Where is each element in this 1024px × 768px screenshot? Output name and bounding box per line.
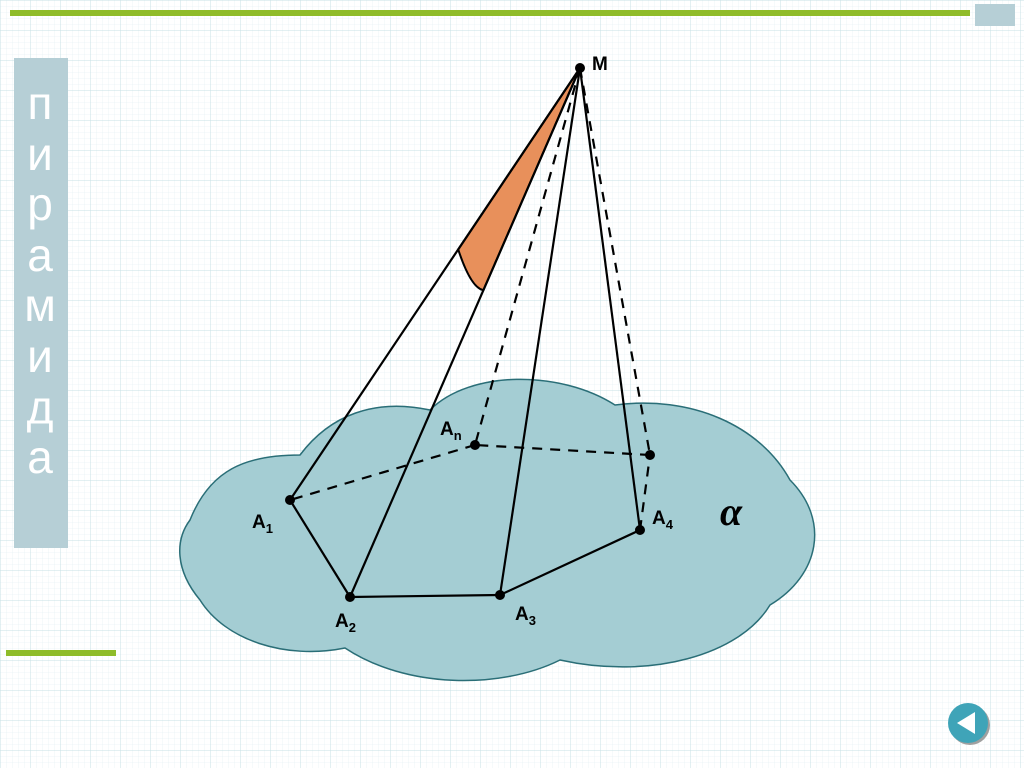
vertex-dot [285, 495, 295, 505]
nav-back-button[interactable] [945, 700, 991, 746]
apex-face-highlight [458, 68, 580, 290]
vertex-label: M [592, 54, 608, 75]
vertex-dot [470, 440, 480, 450]
vertex-dot [635, 525, 645, 535]
vertex-dot [645, 450, 655, 460]
vertex-dot [495, 590, 505, 600]
vertex-dot [575, 63, 585, 73]
slide: пирамида MA1A2A3A4Anα [0, 0, 1024, 768]
plane-alpha-label: α [720, 489, 743, 534]
nav-back-icon [945, 700, 991, 746]
pyramid-diagram: MA1A2A3A4Anα [0, 0, 1024, 768]
vertex-dot [345, 592, 355, 602]
